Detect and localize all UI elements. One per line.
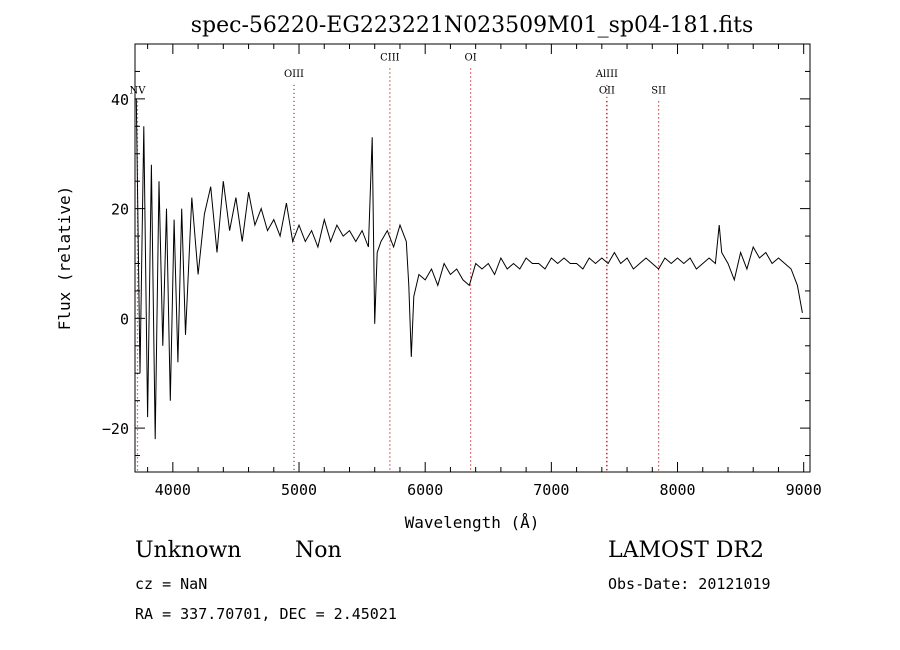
y-tick-label: 40 — [111, 91, 129, 109]
x-tick-label: 7000 — [533, 481, 569, 499]
line-marker-label: CIII — [380, 52, 400, 63]
x-axis-label: Wavelength (Å) — [405, 513, 540, 532]
line-marker-label: OI — [465, 52, 477, 63]
y-axis-label: Flux (relative) — [55, 186, 74, 331]
spectrum-line — [135, 98, 803, 440]
line-marker-label: NV — [130, 85, 147, 96]
line-marker-label: OIII — [284, 69, 304, 80]
subclass-label: Non — [295, 538, 342, 563]
radec-label: RA = 337.70701, DEC = 2.45021 — [135, 605, 397, 623]
class-label: Unknown — [135, 538, 242, 563]
x-tick-label: 9000 — [786, 481, 822, 499]
line-marker-label: AlIII — [595, 69, 618, 80]
line-marker-label: OII — [599, 85, 615, 96]
emission-line-markers: NV OIII CIII OI AlIII OII SII — [130, 52, 666, 472]
cz-label: cz = NaN — [135, 575, 208, 593]
line-marker-label: SII — [651, 85, 666, 96]
y-tick-label: −20 — [102, 420, 129, 438]
x-tick-label: 5000 — [281, 481, 317, 499]
y-tick-label: 0 — [120, 310, 129, 328]
survey-label: LAMOST DR2 — [608, 538, 764, 563]
chart-title: spec-56220-EG223221N023509M01_sp04-181.f… — [191, 13, 754, 38]
y-tick-label: 20 — [111, 201, 129, 219]
x-tick-label: 4000 — [155, 481, 191, 499]
plot-frame — [134, 43, 811, 473]
x-tick-label: 6000 — [407, 481, 443, 499]
x-tick-label: 8000 — [659, 481, 695, 499]
obs-date-label: Obs-Date: 20121019 — [608, 575, 771, 593]
axis-ticks: 4000 5000 6000 7000 8000 9000 −20 0 20 40 — [102, 44, 822, 499]
